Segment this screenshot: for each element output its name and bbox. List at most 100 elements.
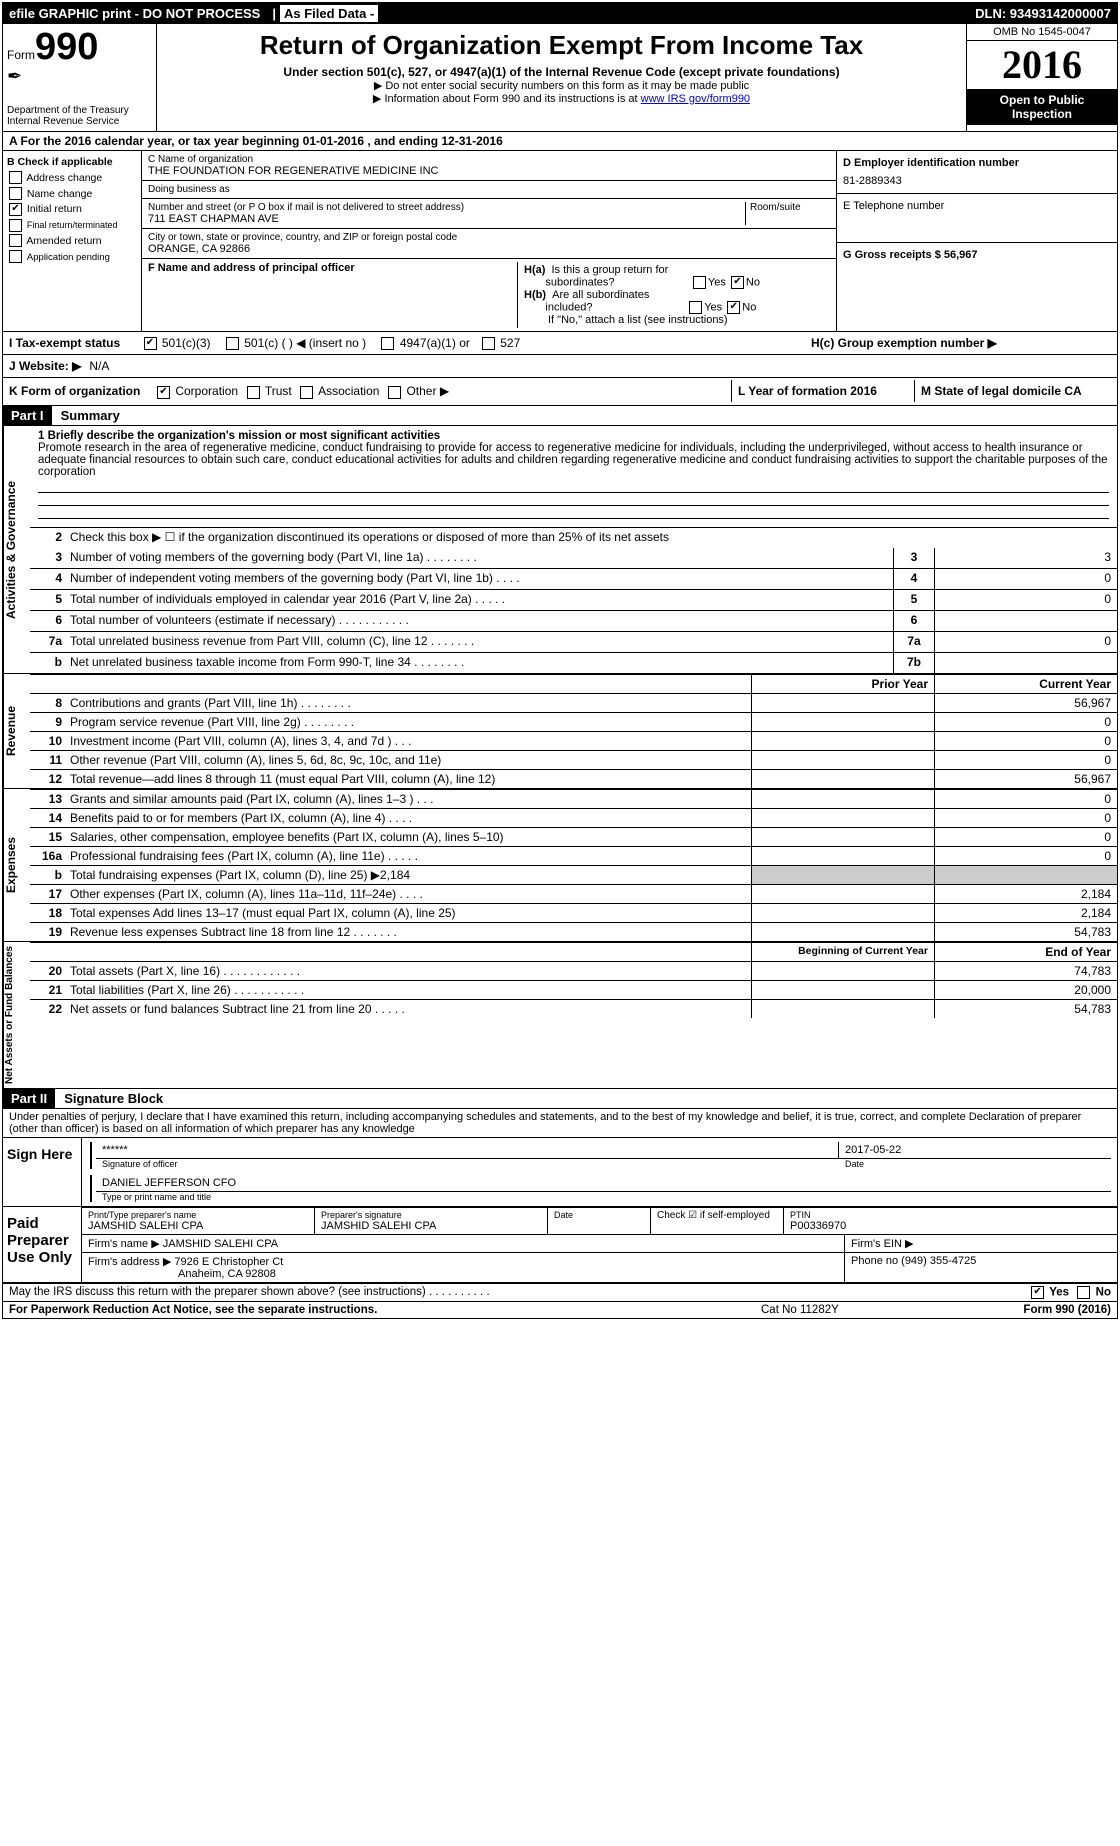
- discuss-no-checkbox[interactable]: [1077, 1286, 1090, 1299]
- summary-row: 7aTotal unrelated business revenue from …: [30, 631, 1117, 652]
- financial-row: 15Salaries, other compensation, employee…: [30, 827, 1117, 846]
- sig-officer-sublabel: Signature of officer: [96, 1159, 839, 1169]
- mission-text: Promote research in the area of regenera…: [38, 442, 1109, 478]
- final-return-checkbox[interactable]: [9, 219, 22, 232]
- open-public-badge: Open to Public Inspection: [967, 89, 1117, 125]
- name-change-checkbox[interactable]: [9, 187, 22, 200]
- website-value: N/A: [89, 359, 109, 373]
- form-number: 990: [35, 26, 98, 68]
- prep-date-label: Date: [554, 1210, 644, 1220]
- column-b-checkboxes: B Check if applicable Address change Nam…: [3, 151, 142, 331]
- phone-label: E Telephone number: [843, 200, 1111, 212]
- city-value: ORANGE, CA 92866: [148, 243, 830, 255]
- room-label: Room/suite: [750, 202, 830, 213]
- other-checkbox[interactable]: [388, 386, 401, 399]
- discuss-yes-checkbox[interactable]: [1031, 1286, 1044, 1299]
- revenue-section: Revenue Prior Year Current Year 8Contrib…: [3, 674, 1117, 789]
- irs-link[interactable]: www IRS gov/form990: [641, 93, 750, 105]
- financial-row: 9Program service revenue (Part VIII, lin…: [30, 712, 1117, 731]
- header-left: Form990 ✒ Department of the Treasury Int…: [3, 24, 157, 131]
- h-b-question: H(b) Are all subordinates included? Yes …: [524, 289, 824, 314]
- city-label: City or town, state or province, country…: [148, 232, 830, 243]
- dept-treasury: Department of the Treasury: [7, 105, 152, 116]
- 501c3-checkbox[interactable]: [144, 337, 157, 350]
- h-a-question: H(a) Is this a group return for subordin…: [524, 264, 824, 289]
- prep-sig-label: Preparer's signature: [321, 1210, 541, 1220]
- b-header: B Check if applicable: [7, 155, 137, 171]
- form-990-container: efile GRAPHIC print - DO NOT PROCESS | A…: [2, 2, 1118, 1319]
- perjury-declaration: Under penalties of perjury, I declare th…: [3, 1109, 1117, 1138]
- q1-label: 1 Briefly describe the organization's mi…: [38, 430, 1109, 442]
- financial-row: 17Other expenses (Part IX, column (A), l…: [30, 884, 1117, 903]
- part-i-header-row: Part I Summary: [3, 406, 1117, 426]
- app-pending-checkbox[interactable]: [9, 250, 22, 263]
- part-i-title: Summary: [55, 406, 126, 425]
- row-j-website: J Website: ▶ N/A: [3, 355, 1117, 378]
- begin-year-header: Beginning of Current Year: [751, 943, 934, 961]
- financial-row: 13Grants and similar amounts paid (Part …: [30, 789, 1117, 808]
- street-value: 711 EAST CHAPMAN AVE: [148, 213, 745, 225]
- financial-row: bTotal fundraising expenses (Part IX, co…: [30, 865, 1117, 884]
- omb-number: OMB No 1545-0047: [967, 24, 1117, 41]
- efile-notice: efile GRAPHIC print - DO NOT PROCESS: [9, 6, 260, 21]
- divider: |: [272, 6, 276, 21]
- address-change-checkbox[interactable]: [9, 171, 22, 184]
- financial-row: 12Total revenue—add lines 8 through 11 (…: [30, 769, 1117, 788]
- assoc-checkbox[interactable]: [300, 386, 313, 399]
- signature-block: Sign Here ****** 2017-05-22 Signature of…: [3, 1138, 1117, 1318]
- 501c-checkbox[interactable]: [226, 337, 239, 350]
- row-i-tax-status: I Tax-exempt status 501(c)(3) 501(c) ( )…: [3, 332, 1117, 355]
- expenses-section: Expenses 13Grants and similar amounts pa…: [3, 789, 1117, 942]
- ein-label: D Employer identification number: [843, 157, 1111, 169]
- part-ii-badge: Part II: [3, 1089, 55, 1108]
- financial-row: 21Total liabilities (Part X, line 26) . …: [30, 980, 1117, 999]
- state-domicile: M State of legal domicile CA: [914, 380, 1117, 402]
- trust-checkbox[interactable]: [247, 386, 260, 399]
- summary-row: 4Number of independent voting members of…: [30, 568, 1117, 589]
- financial-row: 16aProfessional fundraising fees (Part I…: [30, 846, 1117, 865]
- initial-return-checkbox[interactable]: [9, 203, 22, 216]
- hb-no-checkbox[interactable]: [727, 301, 740, 314]
- form-header: Form990 ✒ Department of the Treasury Int…: [3, 24, 1117, 132]
- prep-name: JAMSHID SALEHI CPA: [88, 1220, 308, 1232]
- 4947-checkbox[interactable]: [381, 337, 394, 350]
- org-name-label: C Name of organization: [148, 154, 830, 165]
- dba-label: Doing business as: [148, 184, 830, 195]
- part-ii-title: Signature Block: [58, 1089, 169, 1108]
- financial-row: 8Contributions and grants (Part VIII, li…: [30, 693, 1117, 712]
- ha-no-checkbox[interactable]: [731, 276, 744, 289]
- financial-row: 10Investment income (Part VIII, column (…: [30, 731, 1117, 750]
- side-label-governance: Activities & Governance: [3, 426, 30, 673]
- h-c-question: H(c) Group exemption number ▶: [811, 336, 1111, 350]
- firm-addr2: Anaheim, CA 92808: [88, 1268, 276, 1280]
- irs-discuss-row: May the IRS discuss this return with the…: [3, 1283, 1117, 1301]
- blank-line: [38, 506, 1109, 519]
- hb-yes-checkbox[interactable]: [689, 301, 702, 314]
- top-bar: efile GRAPHIC print - DO NOT PROCESS | A…: [3, 3, 1117, 24]
- 527-checkbox[interactable]: [482, 337, 495, 350]
- header-center: Return of Organization Exempt From Incom…: [157, 24, 966, 131]
- ssn-note: ▶ Do not enter social security numbers o…: [165, 79, 958, 92]
- net-assets-section: Net Assets or Fund Balances Beginning of…: [3, 942, 1117, 1089]
- corp-checkbox[interactable]: [157, 386, 170, 399]
- paid-preparer-label: Paid Preparer Use Only: [3, 1207, 82, 1282]
- prep-sig: JAMSHID SALEHI CPA: [321, 1220, 541, 1232]
- amended-checkbox[interactable]: [9, 234, 22, 247]
- blank-line: [38, 493, 1109, 506]
- discuss-question: May the IRS discuss this return with the…: [9, 1286, 1029, 1299]
- form-title: Return of Organization Exempt From Incom…: [165, 30, 958, 61]
- date-sublabel: Date: [839, 1159, 1111, 1169]
- prep-name-label: Print/Type preparer's name: [88, 1210, 308, 1220]
- firm-addr1: 7926 E Christopher Ct: [174, 1256, 283, 1268]
- form-footer-label: Form 990 (2016): [961, 1304, 1111, 1316]
- h-b-note: If "No," attach a list (see instructions…: [524, 314, 824, 326]
- header-right: OMB No 1545-0047 2016 Open to Public Ins…: [966, 24, 1117, 131]
- gross-receipts: G Gross receipts $ 56,967: [843, 249, 1111, 261]
- paperwork-notice: For Paperwork Reduction Act Notice, see …: [9, 1304, 761, 1316]
- form-subtitle: Under section 501(c), 527, or 4947(a)(1)…: [165, 65, 958, 79]
- blank-line: [38, 480, 1109, 493]
- name-title-sublabel: Type or print name and title: [96, 1192, 1117, 1202]
- ha-yes-checkbox[interactable]: [693, 276, 706, 289]
- line-2-desc: Check this box ▶ ☐ if the organization d…: [66, 528, 1117, 548]
- current-year-header: Current Year: [934, 675, 1117, 693]
